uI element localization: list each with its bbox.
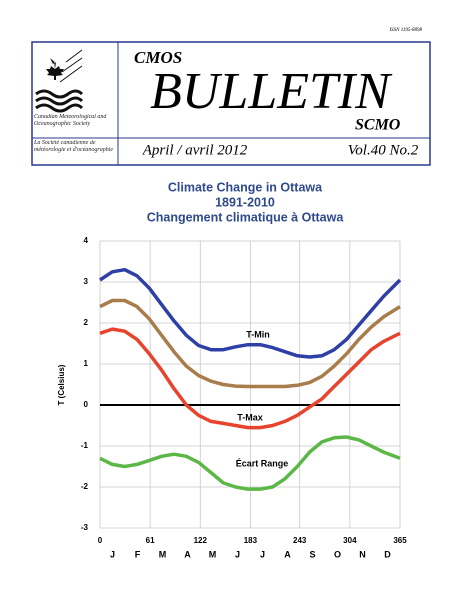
annotation: T-Max [237,412,263,422]
header-box [31,41,431,166]
annotation: T-Min [246,329,270,339]
month-label: J [260,549,265,559]
y-tick-label: 3 [84,277,89,286]
series-line [99,435,401,491]
society-fr-box: La Société canadienne de météorologie et… [34,140,114,153]
x-tick-label: 61 [146,536,155,545]
annotation: Écart Range [236,458,289,468]
bulletin-title: BULLETIN [150,63,393,120]
month-label: A [184,549,191,559]
month-label: D [384,549,391,559]
month-label: S [309,549,315,559]
x-tick-label: 243 [293,536,307,545]
series-line [99,298,401,389]
issn: ISSN 1195-8898 [388,28,422,33]
y-tick-label: 4 [84,236,89,245]
y-axis-label: T (Celsius) [57,364,66,405]
month-label: F [135,549,141,559]
month-label: J [235,549,240,559]
logo [35,49,84,113]
chart-title: Climate Change in Ottawa [168,180,323,194]
x-tick-label: 0 [98,536,103,545]
issue-volume: Vol.40 No.2 [348,142,419,158]
month-label: J [110,549,115,559]
y-tick-label: 0 [84,400,89,409]
scmo: SCMO [355,117,401,134]
month-label: O [334,549,341,559]
month-label: N [359,549,366,559]
chart-subtitle: 1891-2010 [215,195,275,209]
society-en-box: Canadian Meteorological and Oceanographi… [34,114,107,127]
y-tick-label: -3 [81,523,89,532]
series-line [99,267,402,359]
month-label: A [284,549,291,559]
series-line [99,327,401,430]
chart-title-fr: Changement climatique à Ottawa [147,210,345,224]
month-label: M [159,549,167,559]
x-tick-label: 365 [393,536,407,545]
x-tick-label: 122 [194,536,208,545]
x-tick-label: 183 [244,536,258,545]
y-tick-label: 1 [84,359,89,368]
x-tick-label: 304 [343,536,357,545]
society-fr: La Société canadienne de météorologie et… [34,140,114,153]
month-label: M [209,549,217,559]
y-tick-label: -2 [81,482,89,491]
y-tick-label: 2 [84,318,89,327]
issue-date: April / avril 2012 [142,142,248,158]
society-en: Canadian Meteorological and Oceanographi… [34,114,107,127]
cmos: CMOS [134,48,182,67]
y-tick-label: -1 [81,441,89,450]
